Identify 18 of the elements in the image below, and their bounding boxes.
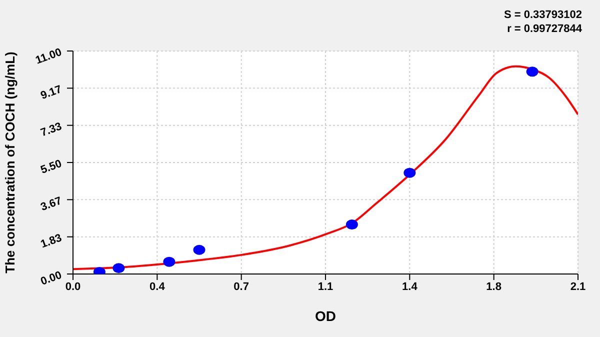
x-tick-label: 1.8 xyxy=(486,280,502,293)
y-tick-label: 11.00 xyxy=(34,46,64,67)
x-tick-label: 1.1 xyxy=(318,280,334,293)
text: S = 0.33793102 xyxy=(504,8,582,22)
y-tick-label: 1.83 xyxy=(39,232,64,251)
y-tick-label: 9.17 xyxy=(39,83,64,102)
x-tick-label: 1.4 xyxy=(402,280,418,293)
x-axis-title: OD xyxy=(315,308,336,324)
y-tick-label: 5.50 xyxy=(39,158,64,176)
text: r = 0.99727844 xyxy=(506,22,582,36)
x-tick-label: 0.0 xyxy=(65,280,81,293)
y-tick-label: 7.33 xyxy=(39,120,64,140)
x-tick-label: 0.7 xyxy=(234,280,249,293)
y-tick-label: 0.00 xyxy=(39,269,64,288)
y-axis-title: The concentration of COCH (ng/mL) xyxy=(2,52,18,274)
x-tick-label: 0.4 xyxy=(150,280,166,293)
x-tick-label: 2.1 xyxy=(570,280,586,293)
y-tick-label: 3.67 xyxy=(39,194,64,214)
